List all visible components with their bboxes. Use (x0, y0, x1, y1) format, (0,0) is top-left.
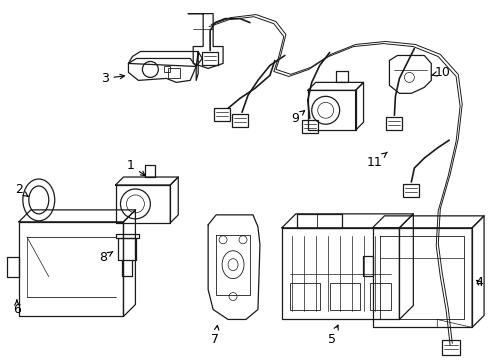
Bar (164, 67, 171, 72)
Bar (302, 120, 318, 133)
Text: 7: 7 (211, 325, 219, 346)
Bar (330, 283, 360, 310)
Text: 6: 6 (13, 300, 21, 316)
Text: 1: 1 (126, 158, 145, 176)
Text: 3: 3 (100, 72, 124, 85)
Text: 11: 11 (367, 152, 388, 168)
Bar (387, 117, 402, 130)
Bar (232, 114, 248, 127)
Bar (202, 53, 218, 65)
Text: 8: 8 (99, 251, 113, 264)
Text: 9: 9 (291, 111, 305, 125)
Text: 5: 5 (328, 325, 338, 346)
Bar (168, 68, 180, 78)
Text: 2: 2 (15, 184, 28, 197)
Bar (290, 283, 319, 310)
Bar (214, 108, 230, 121)
Bar (442, 340, 460, 355)
Text: 4: 4 (475, 276, 483, 289)
Bar (403, 184, 419, 197)
Bar (369, 283, 392, 310)
Text: 10: 10 (432, 66, 450, 79)
